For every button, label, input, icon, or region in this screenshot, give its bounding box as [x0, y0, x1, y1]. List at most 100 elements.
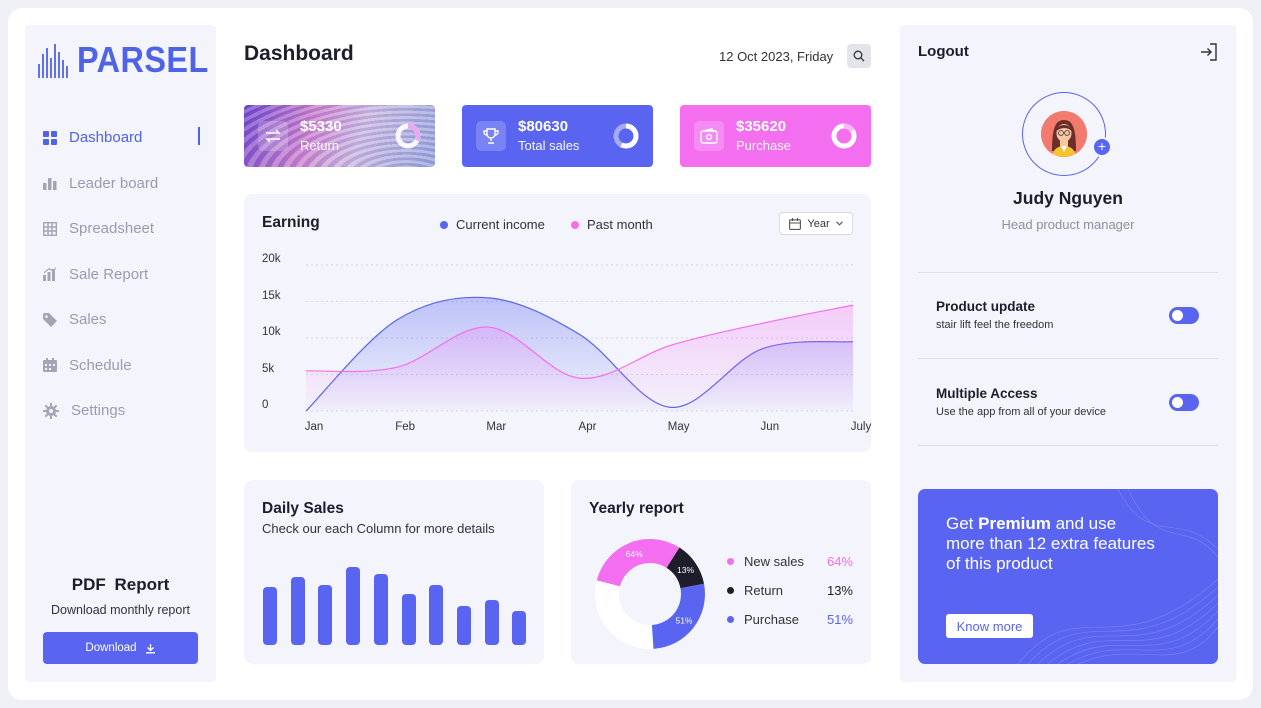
search-icon	[853, 50, 865, 62]
sidebar-item-sales[interactable]: Sales	[43, 297, 218, 343]
y-tick-label: 20k	[262, 253, 281, 265]
return-icon	[258, 121, 288, 151]
legend-label: Past month	[587, 217, 653, 232]
product-update-toggle[interactable]	[1169, 307, 1199, 324]
stat-label: Return	[300, 138, 340, 153]
daily-sales-bar[interactable]	[318, 585, 333, 645]
logo-text: PARSEL	[77, 39, 209, 80]
x-tick-label: Apr	[578, 421, 597, 433]
daily-sales-bar[interactable]	[346, 567, 361, 645]
y-tick-label: 0	[262, 399, 269, 411]
series-current-income-line	[305, 296, 854, 412]
divider	[918, 358, 1218, 359]
profile-panel: Logout + Judy Nguyen Head product manage…	[900, 25, 1236, 682]
stat-label: Total sales	[518, 138, 580, 153]
daily-sales-bar[interactable]	[429, 585, 444, 645]
legend-value: 51%	[826, 612, 853, 627]
page-title: Dashboard	[244, 42, 354, 65]
grid-icon	[43, 130, 57, 145]
earning-title: Earning	[262, 214, 320, 231]
logo[interactable]: PARSEL	[37, 39, 223, 81]
wave-background	[244, 105, 435, 167]
premium-text: Get Premium and use more than 12 extra f…	[946, 514, 1156, 574]
premium-text-bold: Premium	[978, 514, 1051, 533]
bar-chart-icon	[43, 178, 57, 191]
stat-value: $35620	[736, 118, 787, 135]
wave-lines-decoration	[1017, 489, 1218, 664]
x-tick-label: Jun	[760, 421, 780, 433]
donut-slice-return[interactable]	[666, 547, 705, 589]
avatar[interactable]	[1041, 111, 1087, 157]
daily-sales-bar[interactable]	[401, 594, 416, 645]
daily-sales-bar[interactable]	[512, 611, 527, 645]
add-photo-button[interactable]: +	[1092, 137, 1112, 157]
daily-sales-title: Daily Sales	[262, 500, 344, 517]
premium-text-pre: Get	[946, 514, 979, 533]
daily-sales-subtitle: Check our each Column for more details	[262, 521, 495, 536]
period-value: Year	[807, 217, 830, 230]
sidebar-item-label: Schedule	[69, 356, 132, 374]
donut-slice-new-sales[interactable]	[596, 539, 680, 587]
legend-dot	[727, 616, 734, 623]
know-more-button[interactable]: Know more	[946, 614, 1033, 638]
user-role: Head product manager	[1001, 217, 1135, 232]
trophy-icon	[476, 121, 506, 151]
legend-dot	[440, 220, 448, 229]
sidebar: PARSEL Dashboard Leader board Spreadshee…	[25, 25, 216, 682]
sidebar-item-leader-board[interactable]: Leader board	[43, 161, 218, 207]
daily-sales-bar[interactable]	[373, 574, 388, 645]
yearly-donut-chart: 64% 13% 51%	[595, 539, 705, 649]
logout-label[interactable]: Logout	[918, 43, 969, 60]
period-select[interactable]: Year	[779, 212, 853, 235]
ring-icon	[395, 123, 421, 149]
stat-card-return[interactable]: $5330 Return	[244, 105, 435, 167]
x-tick-label: Jan	[304, 421, 324, 433]
daily-sales-bar[interactable]	[263, 587, 277, 645]
sidebar-item-spreadsheet[interactable]: Spreadsheet	[43, 206, 218, 252]
table-icon	[43, 221, 57, 236]
daily-sales-bar[interactable]	[456, 606, 471, 645]
yearly-report-title: Yearly report	[589, 500, 684, 517]
sidebar-item-label: Sales	[69, 311, 107, 329]
sidebar-item-settings[interactable]: Settings	[43, 388, 218, 434]
current-date: 12 Oct 2023, Friday	[719, 49, 834, 64]
calendar-icon	[789, 217, 802, 230]
setting-subtitle: Use the app from all of your device	[936, 406, 1106, 418]
sidebar-item-label: Settings	[71, 402, 126, 420]
search-button[interactable]	[847, 44, 871, 68]
stat-value: $80630	[518, 118, 569, 135]
logo-icon	[38, 44, 68, 78]
y-tick-label: 5k	[262, 362, 275, 375]
sidebar-item-label: Sale Report	[69, 265, 149, 283]
donut-slice-label: 64%	[626, 549, 643, 559]
stat-card-purchase[interactable]: $35620 Purchase	[680, 105, 871, 167]
series-past-month-line	[305, 304, 854, 379]
daily-sales-bar[interactable]	[290, 577, 305, 645]
tag-icon	[43, 312, 57, 327]
legend-past-month: Past month	[571, 217, 653, 232]
sidebar-item-schedule[interactable]: Schedule	[43, 343, 218, 389]
multiple-access-toggle[interactable]	[1169, 394, 1199, 411]
legend-return: Return 13%	[727, 583, 853, 598]
download-icon	[145, 643, 155, 653]
donut-slice-purchase[interactable]	[651, 583, 705, 649]
download-button[interactable]: Download	[43, 632, 198, 664]
pdf-report: PDF Report Download monthly report	[25, 575, 216, 617]
y-tick-label: 15k	[262, 289, 281, 302]
pdf-report-subtitle: Download monthly report	[51, 603, 190, 617]
x-tick-label: July	[850, 421, 872, 433]
legend-label: Return	[744, 583, 784, 598]
stat-label: Purchase	[736, 138, 791, 153]
logout-icon[interactable]	[1200, 43, 1218, 61]
user-name: Judy Nguyen	[1013, 188, 1123, 208]
earning-chart	[305, 264, 854, 412]
legend-label: Current income	[456, 217, 545, 232]
daily-sales-bar[interactable]	[484, 600, 499, 645]
sidebar-item-dashboard[interactable]: Dashboard	[43, 115, 218, 161]
sidebar-item-sale-report[interactable]: Sale Report	[43, 252, 218, 298]
wallet-icon	[694, 121, 724, 151]
legend-purchase: Purchase 51%	[727, 612, 853, 627]
stat-card-total-sales[interactable]: $80630 Total sales	[462, 105, 653, 167]
x-tick-label: May	[667, 421, 690, 433]
legend-new-sales: New sales 64%	[727, 554, 853, 569]
